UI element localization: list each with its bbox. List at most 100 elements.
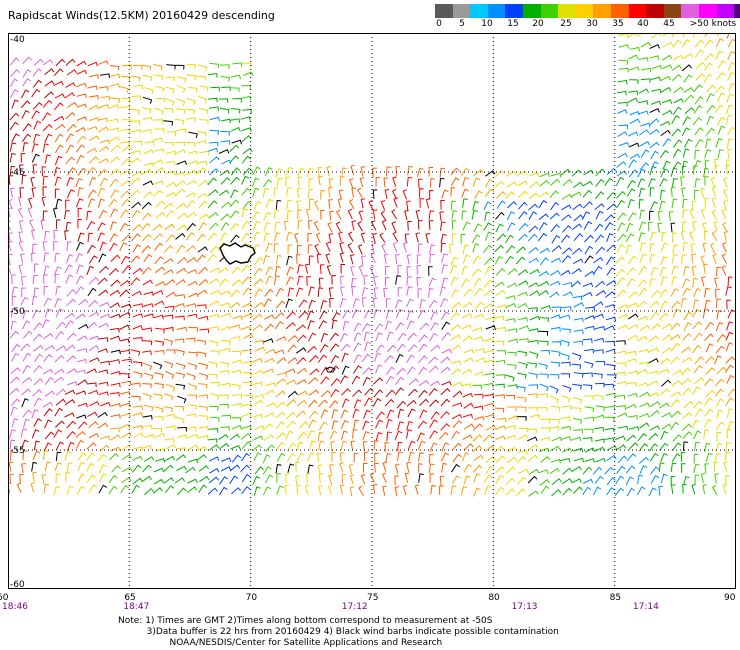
wind-barb	[220, 382, 231, 388]
wind-barb	[32, 471, 37, 482]
wind-barb	[196, 454, 207, 461]
wind-barb	[347, 208, 353, 220]
wind-barb	[691, 419, 700, 429]
wind-barb	[450, 177, 460, 186]
wind-barb	[595, 405, 606, 412]
lon-label-85: 85	[610, 593, 621, 603]
wind-barb	[130, 157, 141, 165]
wind-barb	[689, 231, 694, 242]
kerguelen-islands	[219, 242, 256, 265]
wind-barb	[722, 221, 728, 233]
wind-barb	[141, 168, 153, 175]
wind-barb	[337, 198, 343, 209]
wind-barb	[628, 370, 639, 376]
wind-barb	[440, 387, 451, 396]
wind-barb	[31, 461, 38, 472]
wind-barb	[483, 382, 494, 388]
wind-barb	[661, 99, 673, 104]
wind-barb	[132, 313, 144, 318]
wind-barb	[252, 357, 263, 363]
wind-barb	[385, 418, 393, 429]
wind-barb	[484, 265, 493, 275]
wind-barb	[185, 466, 196, 474]
wind-barb	[10, 69, 20, 78]
wind-barb	[485, 425, 497, 431]
wind-barb	[660, 256, 668, 266]
wind-barb	[648, 370, 659, 376]
time-label-1714: 17:14	[633, 602, 659, 612]
wind-barb	[495, 455, 506, 463]
wind-barb	[11, 286, 19, 296]
wind-barb	[33, 378, 44, 386]
wind-barb	[651, 64, 662, 70]
wind-barb	[472, 255, 482, 265]
wind-barb	[130, 108, 141, 115]
wind-barb	[704, 356, 715, 364]
wind-barb	[583, 361, 594, 368]
wind-barb	[483, 302, 494, 310]
wind-barb	[309, 198, 314, 209]
wind-barb	[474, 415, 485, 421]
wind-barb	[77, 452, 87, 461]
wind-barb	[296, 334, 307, 343]
wind-barb	[461, 383, 472, 388]
wind-barb	[99, 177, 109, 187]
wind-barb	[119, 86, 129, 93]
wind-barb	[109, 127, 120, 133]
wind-barb	[66, 462, 73, 472]
wind-barb	[594, 394, 604, 401]
wind-barb	[485, 170, 496, 177]
wind-barb	[296, 244, 302, 255]
wind-barb	[394, 430, 403, 440]
wind-barb	[584, 255, 594, 264]
wind-barb	[131, 233, 141, 242]
wind-barb	[231, 417, 242, 422]
wind-barb	[397, 264, 403, 275]
wind-barb	[41, 166, 47, 177]
wind-barb	[21, 376, 33, 384]
wind-barb	[505, 477, 516, 485]
wind-barb	[386, 431, 392, 442]
wind-barb	[672, 442, 682, 451]
wind-barb	[88, 345, 99, 352]
wind-barb	[231, 383, 241, 390]
wind-barb	[648, 380, 659, 386]
wind-barb	[693, 84, 703, 93]
wind-barb	[53, 115, 65, 122]
wind-barb	[141, 64, 152, 71]
wind-barb	[98, 60, 109, 65]
wind-barb	[406, 176, 413, 187]
wind-barb	[441, 321, 450, 331]
wind-barb	[425, 232, 431, 244]
wind-barb	[353, 322, 362, 332]
wind-barb	[131, 95, 141, 101]
wind-barb	[353, 452, 359, 463]
wind-barb	[494, 340, 505, 346]
wind-barb	[582, 201, 593, 209]
wind-barb	[452, 453, 462, 462]
wind-barb	[617, 79, 628, 85]
wind-barb	[461, 265, 469, 276]
wind-barb	[373, 377, 383, 385]
wind-barb	[54, 420, 65, 428]
wind-barb	[370, 220, 377, 231]
wind-barb	[450, 312, 460, 321]
wind-barb	[660, 357, 671, 365]
wind-barb	[340, 332, 349, 343]
wind-barb	[649, 128, 660, 136]
wind-barb	[684, 138, 693, 148]
wind-barb	[716, 266, 722, 277]
wind-barb	[309, 354, 319, 363]
wind-barb	[386, 344, 397, 353]
wind-barb	[704, 33, 708, 38]
wind-barb	[119, 324, 130, 330]
wind-barb	[702, 308, 709, 319]
wind-barb	[254, 339, 265, 345]
wind-barb	[504, 255, 514, 265]
wind-barb	[284, 484, 290, 495]
wind-barb	[404, 472, 410, 483]
wind-barb	[76, 154, 85, 164]
wind-barb	[265, 266, 274, 276]
scale-label-10: >50 knots	[689, 19, 737, 29]
wind-barb	[682, 242, 689, 252]
